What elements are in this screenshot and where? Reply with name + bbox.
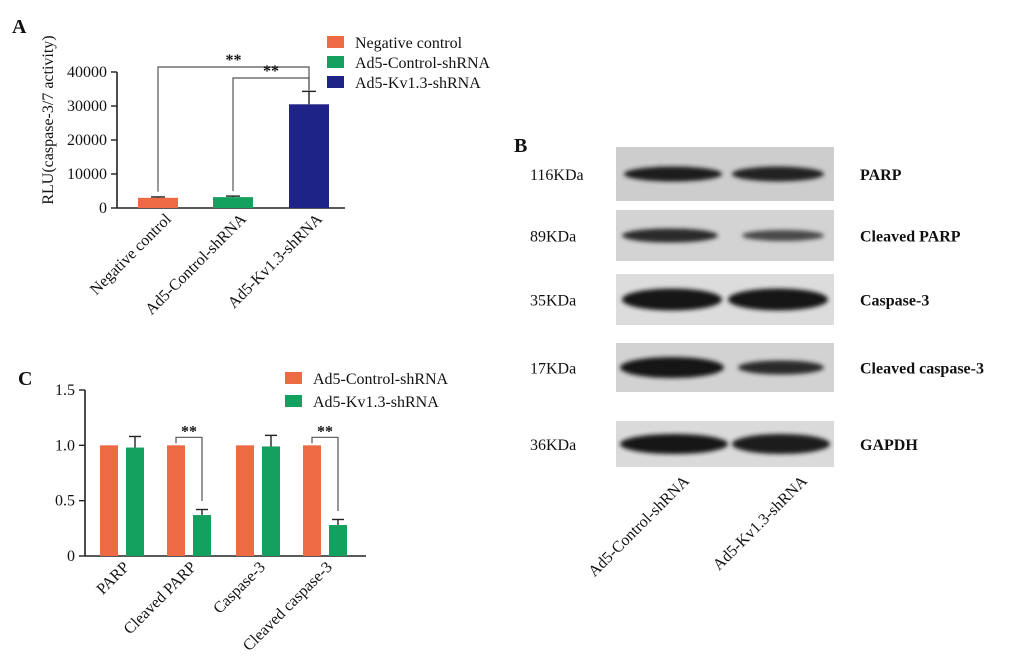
- panel-c-bar-cleaved-parp-ad5-control-shrna: [167, 445, 185, 556]
- blot-kda-label: 35KDa: [530, 293, 576, 310]
- panel-a-significance-label: **: [263, 63, 279, 80]
- panel-c-bars: [100, 434, 347, 556]
- panel-a-letter: A: [12, 16, 27, 38]
- panel-c-bar-cleaved-caspase-3-ad5-control-shrna: [303, 445, 321, 556]
- blot-band-parp-lane-1: [624, 166, 722, 182]
- blot-band-parp-lane-2: [732, 166, 824, 182]
- panel-a-significance-label: **: [226, 52, 242, 69]
- panel-c-ytick-label: 1.0: [55, 437, 75, 454]
- blot-band-name: Caspase-3: [860, 293, 929, 310]
- panel-a-bar-ad5-control-shrna: [213, 197, 253, 208]
- blot-kda-label: 17KDa: [530, 361, 576, 378]
- blot-band-name: GAPDH: [860, 437, 918, 454]
- panel-c-ytick-label: 0.5: [55, 493, 75, 510]
- panel-c-bar-caspase-3-ad5-kv1-3-shrna: [262, 446, 280, 556]
- panel-a-xlabels: Negative controlAd5-Control-shRNAAd5-Kv1…: [87, 210, 326, 318]
- blot-band-caspase-3-lane-1: [622, 288, 722, 311]
- panel-c-bar-parp-ad5-kv1-3-shrna: [126, 447, 144, 556]
- panel-a-significance: ** **: [157, 52, 310, 192]
- blot-lane-label-kv13: Ad5-Kv1.3-shRNA: [710, 472, 811, 573]
- panel-a-ytick-label: 0: [99, 200, 107, 217]
- blot-band-caspase-3-lane-2: [728, 288, 828, 311]
- panel-a-bar-ad5-kv1-3-shrna: [289, 104, 329, 208]
- legend-label-negative-control: Negative control: [355, 35, 463, 52]
- blot-lane-label-control: Ad5-Control-shRNA: [585, 472, 693, 580]
- panel-c-significance: ** **: [175, 423, 339, 512]
- panel-c-significance-bracket: [311, 436, 339, 512]
- blot-band-cleaved-caspase-3-lane-2: [738, 360, 824, 375]
- panel-a-ytick-label: 10000: [67, 166, 107, 183]
- blot-band-name: Cleaved caspase-3: [860, 361, 984, 378]
- panel-c-bar-cleaved-caspase-3-ad5-kv1-3-shrna: [329, 525, 347, 556]
- panel-b-lane-labels: Ad5-Control-shRNA Ad5-Kv1.3-shRNA: [585, 472, 811, 580]
- panel-a-legend: Negative control Ad5-Control-shRNA Ad5-K…: [327, 35, 491, 92]
- legend-label-ad5-kv13: Ad5-Kv1.3-shRNA: [355, 75, 481, 92]
- legend-swatch-c-control: [285, 372, 302, 384]
- panel-c-significance-label: **: [181, 423, 197, 440]
- panel-a-ytick-label: 30000: [67, 98, 107, 115]
- panel-c-xlabel: Caspase-3: [210, 559, 269, 618]
- legend-swatch-ad5-control: [327, 56, 344, 68]
- panel-a-yticks: 0 10000 20000 30000 40000: [67, 64, 117, 217]
- panel-c-xlabel-group: Caspase-3: [210, 559, 269, 618]
- legend-label-ad5-control: Ad5-Control-shRNA: [355, 55, 491, 72]
- blot-band-gapdh-lane-1: [620, 434, 728, 454]
- panel-c-ytick-label: 1.5: [55, 382, 75, 399]
- blot-band-name: PARP: [860, 167, 902, 184]
- panel-a-significance-bracket: [232, 77, 310, 192]
- blot-band-cleaved-caspase-3-lane-1: [620, 357, 724, 378]
- legend-swatch-c-kv13: [285, 395, 302, 407]
- panel-c-significance-label: **: [317, 423, 333, 440]
- panel-c-bar-parp-ad5-control-shrna: [100, 445, 118, 556]
- panel-b: B 116KDa PARP 89KDa Cleaved PARP 35KDa Caspas…: [514, 135, 984, 580]
- blot-band-cleaved-parp-lane-1: [622, 228, 718, 243]
- panel-a-ylabel: RLU(caspase-3/7 activity): [40, 35, 57, 204]
- panel-c-significance-bracket: [175, 436, 203, 502]
- panel-c-legend: Ad5-Control-shRNA Ad5-Kv1.3-shRNA: [285, 371, 449, 411]
- legend-label-c-control: Ad5-Control-shRNA: [313, 371, 449, 388]
- blot-kda-label: 89KDa: [530, 229, 576, 246]
- panel-a-ylabel-group: RLU(caspase-3/7 activity): [40, 35, 57, 204]
- panel-a-ytick-label: 40000: [67, 64, 107, 81]
- panel-c-yticks: 0 0.5 1.0 1.5: [55, 382, 85, 565]
- legend-swatch-ad5-kv13: [327, 76, 344, 88]
- panel-c-bar-cleaved-parp-ad5-kv1-3-shrna: [193, 515, 211, 556]
- panel-c-xlabel-group: PARP: [94, 559, 133, 598]
- panel-c-ytick-label: 0: [67, 548, 75, 565]
- panel-a-bar-negative-control: [138, 197, 178, 208]
- panel-b-letter: B: [514, 135, 527, 157]
- panel-a-bars: [138, 90, 329, 208]
- blot-band-gapdh-lane-2: [732, 434, 830, 454]
- panel-c-letter: C: [18, 368, 32, 390]
- blot-band-name: Cleaved PARP: [860, 229, 961, 246]
- panel-b-blot: 116KDa PARP 89KDa Cleaved PARP 35KDa Caspase-…: [530, 147, 984, 467]
- panel-a: A RLU(caspase-3/7 activity) 0 10000 20000 3…: [12, 16, 491, 318]
- panel-c-bar-caspase-3-ad5-control-shrna: [236, 445, 254, 556]
- blot-kda-label: 36KDa: [530, 437, 576, 454]
- panel-a-ytick-label: 20000: [67, 132, 107, 149]
- blot-kda-label: 116KDa: [530, 167, 584, 184]
- legend-swatch-negative-control: [327, 36, 344, 48]
- legend-label-c-kv13: Ad5-Kv1.3-shRNA: [313, 394, 439, 411]
- panel-c-xlabel: PARP: [94, 559, 133, 598]
- blot-band-cleaved-parp-lane-2: [742, 230, 824, 241]
